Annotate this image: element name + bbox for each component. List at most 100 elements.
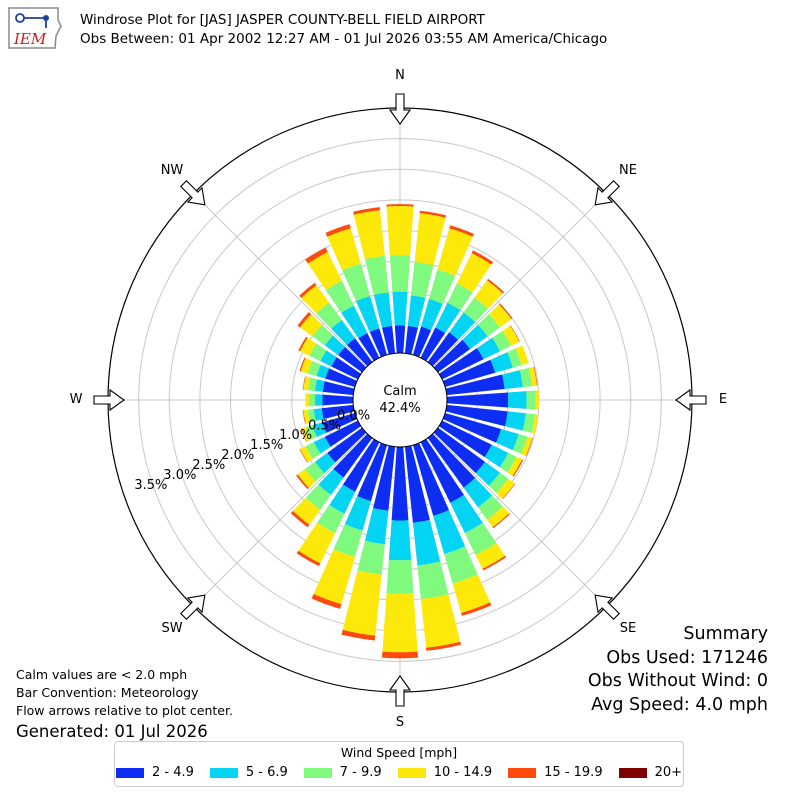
bar-segment-250-bin2 <box>305 425 317 440</box>
bar-segment-30-bin4 <box>471 250 494 265</box>
bar-segment-310-bin4 <box>297 312 312 328</box>
bar-segment-150-bin0 <box>420 438 464 503</box>
bar-segment-110-bin2 <box>512 434 528 454</box>
bar-segment-170-bin4 <box>426 641 462 651</box>
bar-segment-50-bin2 <box>477 314 500 337</box>
flow-note: Flow arrows relative to plot center. <box>16 703 233 718</box>
bar-segment-180-bin3 <box>382 593 418 653</box>
bar-segment-150-bin3 <box>475 543 506 569</box>
calm-circle <box>352 352 448 448</box>
bar-segment-120-bin0 <box>438 420 492 458</box>
bar-segment-230-bin3 <box>297 469 316 488</box>
bar-segment-130-bin2 <box>488 472 509 494</box>
bar-segment-150-bin4 <box>482 555 507 571</box>
bar-segment-70-bin0 <box>442 359 496 388</box>
bar-segment-160-bin1 <box>433 510 466 555</box>
bar-segment-10-bin3 <box>414 213 446 266</box>
bar-segment-20-bin1 <box>421 298 443 331</box>
bar-segment-130-bin4 <box>502 483 516 500</box>
calm-label: Calm <box>383 384 416 399</box>
wind-bars <box>290 204 539 659</box>
bar-segment-260-bin0 <box>321 404 355 420</box>
bar-segment-260-bin3 <box>303 409 310 424</box>
bar-segment-250-bin4 <box>301 428 307 442</box>
legend-item: 5 - 6.9 <box>209 765 288 780</box>
bar-segment-110-bin3 <box>521 436 533 456</box>
bar-segment-270-bin0 <box>322 394 354 406</box>
radial-tick-label: 0.0% <box>337 408 370 423</box>
bar-segment-320-bin4 <box>299 282 317 298</box>
bar-segment-190-bin4 <box>341 629 376 641</box>
bar-segment-170-bin3 <box>420 594 461 648</box>
axis-labels: 0.0%0.5%1.0%1.5%2.0%2.5%3.0%3.5% N NE E SE S S… <box>70 68 728 730</box>
bar-segment-50-bin1 <box>462 324 488 349</box>
bar-segment-350-bin0 <box>381 325 396 355</box>
bar-segment-120-bin3 <box>507 456 523 476</box>
bar-segment-220-bin0 <box>333 433 373 478</box>
bar-segment-150-bin2 <box>464 522 497 556</box>
bar-segment-50-bin0 <box>433 339 471 373</box>
legend-label: 10 - 14.9 <box>433 765 493 780</box>
bar-segment-260-bin2 <box>307 409 316 423</box>
bar-segment-130-bin1 <box>475 461 500 486</box>
bar-segment-340-bin2 <box>342 263 371 302</box>
bar-segment-10-bin1 <box>407 295 426 328</box>
bar-segment-320-bin0 <box>346 338 373 367</box>
bar-segment-290-bin4 <box>299 357 306 372</box>
calm-percent: 42.4% <box>379 401 420 416</box>
bar-segment-350-bin4 <box>353 207 381 215</box>
chart-title: Windrose Plot for [JAS] JASPER COUNTY-BE… <box>80 11 607 49</box>
bar-segment-210-bin0 <box>342 438 380 492</box>
bar-segment-210-bin2 <box>317 504 345 534</box>
bar-segment-260-bin4 <box>302 410 306 424</box>
bar-segment-20-bin2 <box>428 269 456 304</box>
legend-items: 2 - 4.9 5 - 6.9 7 - 9.9 10 - 14.9 15 - 19.9 2… <box>115 765 683 780</box>
bar-segment-310-bin3 <box>300 314 323 337</box>
legend-title: Wind Speed [mph] <box>340 745 458 760</box>
bar-segment-70-bin1 <box>490 352 513 373</box>
bar-segment-10-bin2 <box>410 261 434 298</box>
bar-segment-40-bin3 <box>474 280 503 309</box>
bar-segment-70-bin3 <box>515 345 529 366</box>
bar-segment-350-bin1 <box>373 292 393 328</box>
bar-segment-140-bin0 <box>427 433 476 488</box>
bar-segment-220-bin3 <box>292 497 321 525</box>
compass-label-e: E <box>719 392 727 407</box>
bar-segment-130-bin3 <box>496 478 515 499</box>
bar-segment-310-bin2 <box>312 324 334 346</box>
bar-segment-90-bin2 <box>526 390 536 410</box>
plot-notes: Calm values are < 2.0 mph Bar Convention… <box>16 666 233 743</box>
bar-segment-190-bin1 <box>364 508 389 545</box>
bar-segment-240-bin0 <box>324 420 362 447</box>
bar-segment-110-bin4 <box>525 437 533 457</box>
bar-segment-60-bin3 <box>502 325 520 346</box>
bar-segment-190-bin2 <box>357 540 385 575</box>
bar-segment-300-bin3 <box>299 337 317 356</box>
bar-segment-240-bin4 <box>299 448 308 463</box>
flow-arrow-sw <box>180 594 206 620</box>
legend-label: 20+ <box>654 765 683 780</box>
bar-segment-160-bin4 <box>461 602 492 616</box>
grid-spoke <box>432 432 607 607</box>
bar-segment-280-bin1 <box>314 379 325 392</box>
flow-arrow-w <box>93 388 125 412</box>
title-station: Windrose Plot for [JAS] JASPER COUNTY-BE… <box>80 12 485 28</box>
bar-segment-80-bin4 <box>533 366 538 386</box>
iem-logo: IEM <box>6 6 64 50</box>
bar-segment-270-bin3 <box>305 393 310 407</box>
bar-segment-250-bin0 <box>322 412 358 433</box>
bar-segment-290-bin0 <box>325 368 358 388</box>
bar-segment-200-bin4 <box>311 594 342 609</box>
legend-swatch <box>209 767 238 778</box>
bar-segment-280-bin0 <box>322 381 355 396</box>
legend-swatch <box>618 767 647 778</box>
flow-arrow-s <box>388 675 412 707</box>
bar-segment-340-bin4 <box>325 224 351 237</box>
bar-segment-100-bin2 <box>522 413 536 433</box>
compass-label-sw: SW <box>161 621 182 636</box>
bar-segment-300-bin4 <box>298 336 308 352</box>
compass-label-n: N <box>395 68 405 83</box>
bar-segment-80-bin2 <box>519 367 533 388</box>
bar-segment-310-bin1 <box>324 335 346 356</box>
bar-segment-280-bin4 <box>302 376 306 390</box>
